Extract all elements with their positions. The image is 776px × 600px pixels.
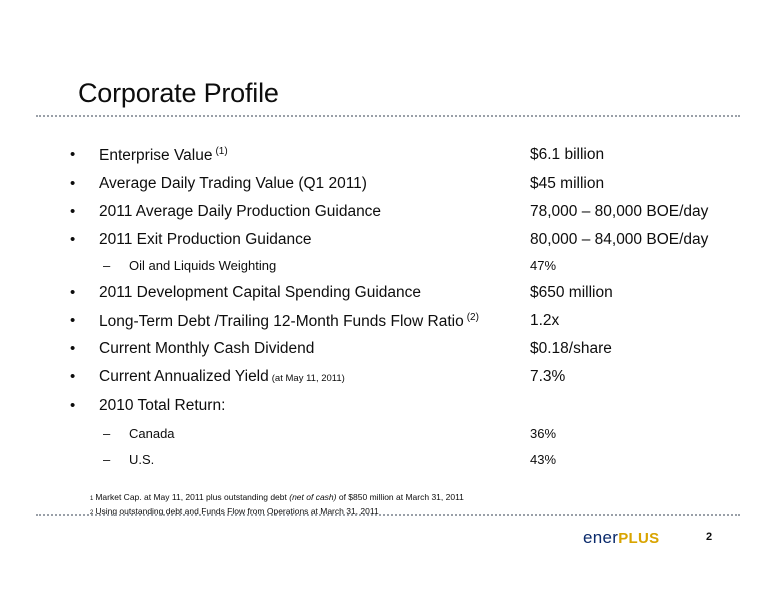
bullet: •	[70, 368, 76, 385]
footnote-ref: (2)	[466, 312, 479, 323]
footnote-ref: (1)	[215, 146, 228, 157]
sub-list-item: – Oil and Liquids Weighting 47%	[0, 256, 776, 278]
item-value: 78,000 – 80,000 BOE/day	[530, 203, 709, 220]
item-label: Current Monthly Cash Dividend	[99, 340, 315, 357]
item-label: Canada	[129, 426, 175, 441]
page-number: 2	[706, 531, 713, 543]
footnote: 1 Market Cap. at May 11, 2011 plus outsta…	[90, 492, 464, 502]
bullet: •	[70, 397, 76, 414]
date-note: (at May 11, 2011)	[271, 373, 345, 384]
item-value: 47%	[530, 258, 557, 273]
item-value: $6.1 billion	[530, 146, 605, 163]
item-label: 2011 Exit Production Guidance	[99, 231, 312, 248]
item-value: 7.3%	[530, 368, 566, 385]
item-label: 2011 Average Daily Production Guidance	[99, 203, 382, 220]
item-label: Long-Term Debt /Trailing 12-Month Funds …	[99, 312, 479, 330]
list-item: • Long-Term Debt /Trailing 12-Month Fund…	[0, 312, 776, 334]
bullet: •	[70, 312, 76, 329]
list-item: • Average Daily Trading Value (Q1 2011) …	[0, 175, 776, 197]
item-label: Current Annualized Yield (at May 11, 2011…	[99, 368, 345, 385]
item-value: 80,000 – 84,000 BOE/day	[530, 231, 709, 248]
footnotes: 1 Market Cap. at May 11, 2011 plus outsta…	[90, 491, 464, 519]
list-item: • 2011 Exit Production Guidance 80,000 –…	[0, 231, 776, 253]
bullet: •	[70, 284, 76, 301]
bullet: •	[70, 203, 76, 220]
item-label: 2010 Total Return:	[99, 397, 226, 414]
bullet: •	[70, 175, 76, 192]
list-item: • 2011 Average Daily Production Guidance…	[0, 203, 776, 225]
dash: –	[103, 258, 111, 273]
item-label: Average Daily Trading Value (Q1 2011)	[99, 175, 367, 192]
item-label: U.S.	[129, 452, 155, 467]
list-item: • 2010 Total Return:	[0, 397, 776, 419]
item-value: 1.2x	[530, 312, 560, 329]
item-value: $0.18/share	[530, 340, 612, 357]
slide-title: Corporate Profile	[78, 78, 279, 108]
dash: –	[103, 426, 111, 441]
list-item: • 2011 Development Capital Spending Guid…	[0, 284, 776, 306]
sub-list-item: – U.S. 43%	[0, 450, 776, 472]
item-value: 43%	[530, 452, 557, 467]
item-value: $650 million	[530, 284, 613, 301]
bullet: •	[70, 340, 76, 357]
item-label: 2011 Development Capital Spending Guidan…	[99, 284, 421, 301]
dash: –	[103, 452, 111, 467]
bullet: •	[70, 146, 76, 163]
list-item: • Current Annualized Yield (at May 11, 20…	[0, 368, 776, 390]
list-item: • Current Monthly Cash Dividend $0.18/sh…	[0, 340, 776, 362]
sub-list-item: – Canada 36%	[0, 424, 776, 446]
list-item: • Enterprise Value (1) $6.1 billion	[0, 146, 776, 168]
item-value: $45 million	[530, 175, 605, 192]
top-divider	[36, 115, 740, 117]
bullet: •	[70, 231, 76, 248]
enerplus-logo: enerPLUS	[583, 528, 660, 547]
footnote: 2 Using outstanding debt and Funds Flow f…	[90, 506, 379, 516]
item-label: Oil and Liquids Weighting	[129, 258, 277, 273]
bottom-divider	[36, 514, 740, 516]
item-label: Enterprise Value (1)	[99, 146, 228, 164]
item-value: 36%	[530, 426, 557, 441]
